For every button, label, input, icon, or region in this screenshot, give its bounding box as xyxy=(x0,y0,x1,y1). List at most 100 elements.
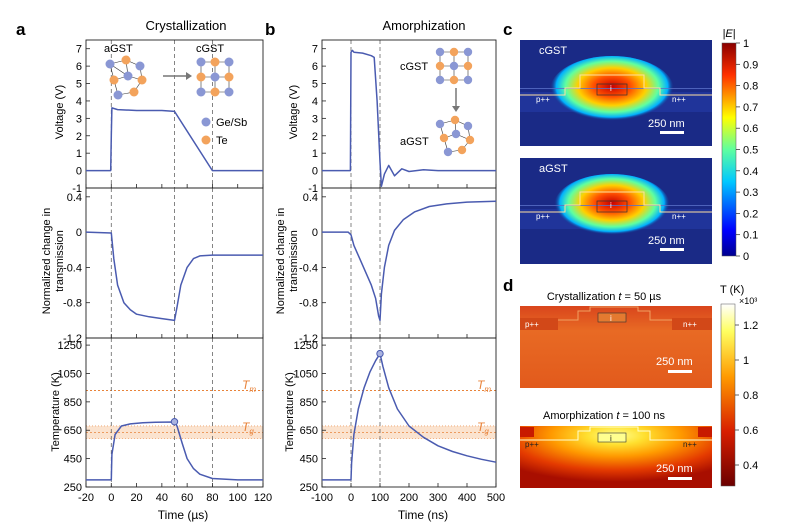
x-tick-label: 60 xyxy=(181,492,193,504)
plot-frame xyxy=(321,187,497,339)
cbar-tick-label: 0.4 xyxy=(743,166,758,178)
plot-frame xyxy=(85,337,264,488)
efield-colorbar-ticks: 1 0.9 0.8 0.7 0.6 0.5 0.4 0.3 0.2 0.1 0 xyxy=(736,38,758,263)
title-d-bottom: Amorphization t = 100 ns xyxy=(543,410,666,422)
y-tick-label: 4 xyxy=(76,96,82,108)
legend-te-marker xyxy=(201,135,211,145)
y-tick-label: 7 xyxy=(76,44,82,56)
panel-letter-c: c xyxy=(503,20,512,39)
efield-colorbar xyxy=(721,42,737,257)
y-tick-label: -1 xyxy=(308,183,318,195)
y-tick-label: 3 xyxy=(312,113,318,125)
y-tick-label: 1250 xyxy=(58,340,82,352)
panel-d: Crystallization t = 50 µs p++ n++ i 250 … xyxy=(520,284,758,488)
schematic-b: cGST aGST xyxy=(400,47,475,157)
y-tick-label: 650 xyxy=(300,425,318,437)
y-tick-label: 850 xyxy=(300,397,318,409)
cbar-tick-label: 0.8 xyxy=(743,390,758,402)
p-label-c1: p++ xyxy=(536,95,550,104)
tg-label-b: Tg xyxy=(477,420,489,436)
y-tick-label: 1050 xyxy=(58,368,82,380)
cbar-tick-label: 0.6 xyxy=(743,425,758,437)
y-tick-label: 6 xyxy=(312,61,318,73)
y-tick-label: 650 xyxy=(64,425,82,437)
ylabel-temperature-a: Temperature (K) xyxy=(50,372,62,451)
x-tick-label: 0 xyxy=(108,492,114,504)
cbar-tick-label: 0.4 xyxy=(743,460,758,472)
n-label-c1: n++ xyxy=(672,95,686,104)
x-tick-label: 120 xyxy=(254,492,272,504)
x-tick-label: 400 xyxy=(458,492,476,504)
p-label-d1: p++ xyxy=(525,320,539,329)
x-tick-label: 300 xyxy=(429,492,447,504)
y-tick-label: -0.8 xyxy=(299,298,318,310)
panel-title-b: Amorphization xyxy=(382,18,465,33)
crystalline-lattice-b-icon xyxy=(435,47,473,85)
y-tick-label: 0.4 xyxy=(67,192,82,204)
x-tick-label: 100 xyxy=(229,492,247,504)
x-tick-label: 20 xyxy=(130,492,142,504)
cbar-tick-label: 0.1 xyxy=(743,230,758,242)
y-tick-label: 0 xyxy=(76,166,82,178)
y-tick-label: 4 xyxy=(312,96,318,108)
temperature-map-amorphization: p++ n++ i 250 nm xyxy=(520,426,712,488)
efield-map-aGST: aGST p++ n++ i 250 nm xyxy=(520,158,712,264)
temperature-b-series-line xyxy=(322,352,497,481)
voltage-a-series-line xyxy=(86,107,263,172)
y-tick-label: 5 xyxy=(312,79,318,91)
panel-title-a: Crystallization xyxy=(146,18,227,33)
label-aGST-a: aGST xyxy=(104,43,133,55)
xlabel-b: Time (ns) xyxy=(398,508,448,522)
line-charts: 76543210-10.40-0.4-0.8-1.212501050850650… xyxy=(58,39,505,504)
cbar-tick-label: 0.9 xyxy=(743,59,758,71)
legend-te-label: Te xyxy=(216,135,228,147)
temperature-colorbar-title: T (K) xyxy=(720,284,744,296)
label-cGST-b: cGST xyxy=(400,61,428,73)
peak-marker xyxy=(376,349,384,358)
cbar-tick-label: 0.7 xyxy=(743,102,758,114)
temperature-a-chart: 1250 1050 850 650 450 250-20 0 20 40 60 80 100 120 xyxy=(58,337,272,504)
peak-marker xyxy=(170,418,179,426)
legend-gesb-marker xyxy=(201,117,211,127)
tm-label-a: Tm xyxy=(242,378,256,394)
ylabel-voltage-b: Voltage (V) xyxy=(288,85,300,139)
temperature-colorbar xyxy=(720,303,736,487)
scale-c2: 250 nm xyxy=(648,235,685,247)
efield-map-cGST: cGST p++ n++ i 250 nm xyxy=(520,40,712,146)
p-label-d2: p++ xyxy=(525,440,539,449)
cbar-tick-label: 0.6 xyxy=(743,123,758,135)
tm-label-b: Tm xyxy=(477,378,491,394)
p-label-c2: p++ xyxy=(536,212,550,221)
y-tick-label: 5 xyxy=(76,79,82,91)
voltage-b-series-line xyxy=(322,49,496,188)
cbar-tick-label: 0.8 xyxy=(743,81,758,93)
arrow-down-head-icon xyxy=(452,106,460,112)
x-tick-label: -20 xyxy=(78,492,94,504)
label-cGST-a: cGST xyxy=(196,43,224,55)
panel-letter-a: a xyxy=(16,20,26,39)
cbar-tick-label: 0.5 xyxy=(743,145,758,157)
y-tick-label: -1.2 xyxy=(299,333,318,345)
arrow-head-icon xyxy=(186,72,192,80)
amorphous-lattice-b-icon xyxy=(435,115,475,157)
y-tick-label: 2 xyxy=(76,131,82,143)
scale-d2: 250 nm xyxy=(656,463,693,475)
y-tick-label: 1050 xyxy=(294,368,318,380)
scale-d1: 250 nm xyxy=(656,356,693,368)
x-tick-label: 0 xyxy=(348,492,354,504)
i-label-d2: i xyxy=(610,434,612,443)
y-tick-label: -0.4 xyxy=(63,262,82,274)
cbar-tick-label: 1 xyxy=(743,355,749,367)
panel-c: cGST p++ n++ i 250 nm aGST p++ n++ i 250… xyxy=(520,28,758,264)
y-tick-label: 1250 xyxy=(294,340,318,352)
y-tick-label: 1 xyxy=(312,148,318,160)
n-label-c2: n++ xyxy=(672,212,686,221)
ylabel-transmission-a-2: transmission xyxy=(54,230,66,292)
y-tick-label: 3 xyxy=(76,113,82,125)
y-tick-label: -0.8 xyxy=(63,298,82,310)
cbar-tick-label: 1 xyxy=(743,38,749,50)
ylabel-voltage-a: Voltage (V) xyxy=(54,85,66,139)
x-tick-label: 200 xyxy=(400,492,418,504)
crystalline-lattice-icon xyxy=(196,57,234,97)
y-tick-label: 250 xyxy=(300,482,318,494)
